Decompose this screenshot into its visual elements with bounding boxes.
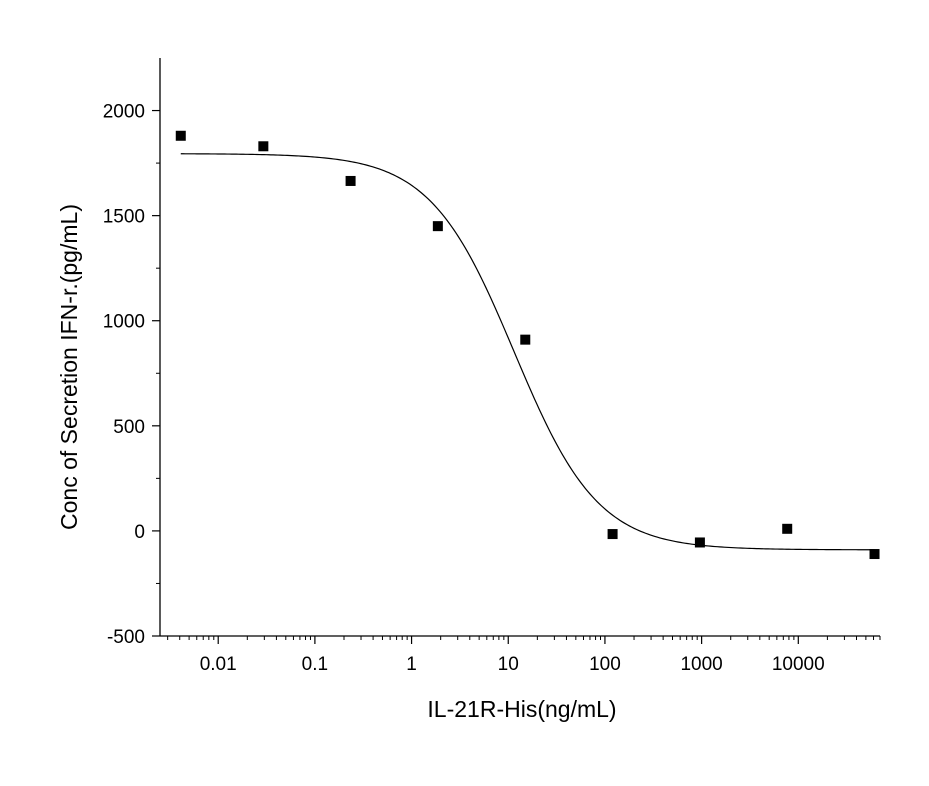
x-tick-label: 0.01 (200, 654, 237, 675)
y-tick-label: 500 (113, 417, 145, 438)
fit-curve (180, 153, 875, 551)
data-markers (175, 130, 880, 560)
x-tick-label: 1 (406, 654, 417, 675)
y-tick-label: 0 (134, 522, 145, 543)
x-axis-title: IL-21R-His(ng/mL) (427, 696, 616, 722)
data-point (432, 221, 443, 232)
y-tick-label: 2000 (103, 102, 145, 123)
x-tick-label: 0.1 (302, 654, 328, 675)
x-tick-label: 10000 (772, 654, 825, 675)
x-ticks: 0.01 0.1 1 10 100 1000 10000 (167, 636, 881, 675)
data-point (175, 130, 186, 141)
data-point (869, 549, 880, 560)
data-point (258, 141, 269, 152)
y-tick-label: -500 (107, 627, 145, 648)
data-point (607, 529, 618, 540)
data-point (782, 523, 793, 534)
data-point (520, 334, 531, 345)
y-axis-title: Conc of Secretion IFN-r.(pg/mL) (56, 204, 82, 530)
data-point (345, 175, 356, 186)
x-tick-label: 10 (498, 654, 519, 675)
x-tick-label: 100 (589, 654, 621, 675)
x-tick-label: 1000 (680, 654, 722, 675)
y-tick-label: 1500 (103, 207, 145, 228)
y-ticks: -500 0 500 1000 1500 2000 (103, 102, 160, 648)
y-tick-label: 1000 (103, 312, 145, 333)
data-point (694, 537, 705, 548)
